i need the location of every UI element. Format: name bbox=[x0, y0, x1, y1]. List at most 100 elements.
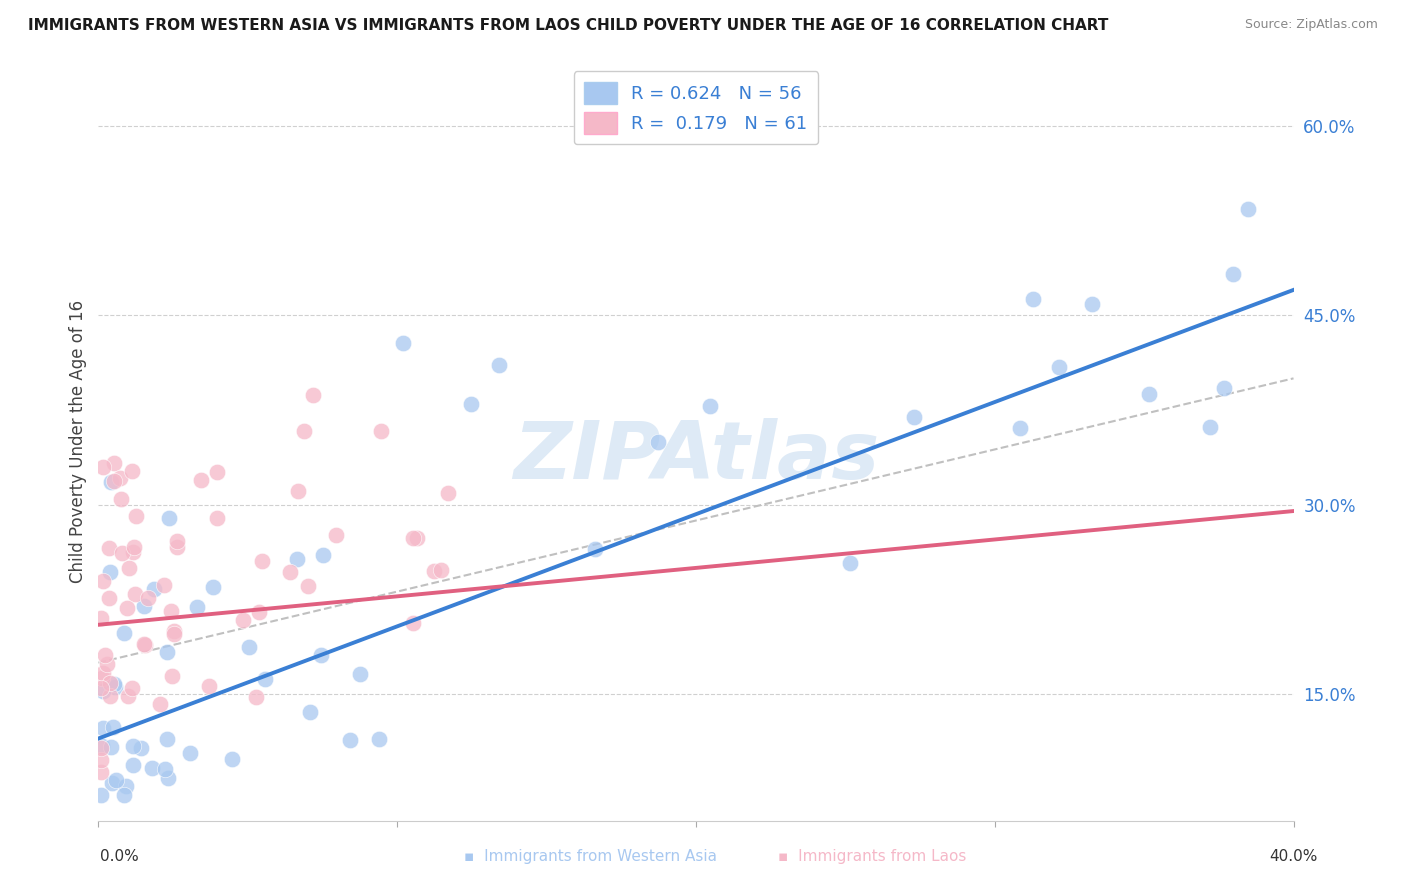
Point bbox=[198, 679, 221, 693]
Point bbox=[1199, 420, 1222, 434]
Point bbox=[179, 746, 201, 760]
Point bbox=[90, 741, 112, 756]
Point bbox=[157, 772, 180, 786]
Point bbox=[1081, 297, 1104, 311]
Point bbox=[391, 336, 413, 351]
Point bbox=[111, 546, 134, 560]
Point bbox=[122, 757, 145, 772]
Text: 40.0%: 40.0% bbox=[1270, 849, 1317, 863]
Point bbox=[112, 625, 135, 640]
Point bbox=[460, 397, 482, 411]
Point bbox=[156, 731, 179, 746]
Point bbox=[247, 605, 270, 619]
Point bbox=[903, 409, 925, 424]
Point bbox=[1008, 420, 1031, 434]
Point bbox=[339, 732, 361, 747]
Point bbox=[162, 669, 184, 683]
Point bbox=[141, 761, 163, 775]
Point bbox=[125, 508, 148, 523]
Point bbox=[647, 435, 669, 450]
Point bbox=[157, 511, 180, 525]
Point bbox=[134, 637, 156, 651]
Text: Source: ZipAtlas.com: Source: ZipAtlas.com bbox=[1244, 18, 1378, 31]
Text: ▪  Immigrants from Laos: ▪ Immigrants from Laos bbox=[778, 849, 966, 863]
Point bbox=[162, 624, 184, 638]
Point bbox=[103, 720, 125, 734]
Point bbox=[583, 541, 606, 556]
Point bbox=[232, 613, 254, 627]
Point bbox=[349, 667, 371, 681]
Point bbox=[100, 739, 122, 754]
Point bbox=[90, 789, 112, 803]
Point bbox=[124, 587, 146, 601]
Point bbox=[122, 545, 145, 559]
Point bbox=[98, 591, 121, 606]
Point bbox=[186, 599, 208, 614]
Point bbox=[121, 464, 143, 478]
Point bbox=[132, 599, 155, 613]
Point bbox=[406, 531, 429, 545]
Point bbox=[370, 425, 392, 439]
Point bbox=[294, 424, 316, 438]
Point bbox=[98, 541, 121, 555]
Text: IMMIGRANTS FROM WESTERN ASIA VS IMMIGRANTS FROM LAOS CHILD POVERTY UNDER THE AGE: IMMIGRANTS FROM WESTERN ASIA VS IMMIGRAN… bbox=[28, 18, 1108, 33]
Point bbox=[1047, 359, 1070, 374]
Point bbox=[302, 388, 325, 402]
Point bbox=[121, 681, 143, 696]
Point bbox=[90, 765, 112, 780]
Point bbox=[287, 551, 309, 566]
Point bbox=[117, 600, 139, 615]
Point bbox=[138, 591, 160, 606]
Point bbox=[245, 690, 267, 705]
Point bbox=[91, 666, 114, 681]
Point bbox=[100, 676, 122, 690]
Legend: R = 0.624   N = 56, R =  0.179   N = 61: R = 0.624 N = 56, R = 0.179 N = 61 bbox=[574, 71, 818, 145]
Point bbox=[108, 471, 131, 485]
Point bbox=[297, 579, 319, 593]
Point bbox=[423, 564, 446, 578]
Point bbox=[90, 681, 112, 695]
Point bbox=[238, 640, 260, 655]
Point bbox=[91, 739, 114, 754]
Point bbox=[114, 779, 136, 793]
Text: 0.0%: 0.0% bbox=[100, 849, 139, 863]
Point bbox=[699, 399, 721, 413]
Point bbox=[117, 689, 139, 703]
Point bbox=[437, 486, 460, 500]
Point bbox=[103, 677, 125, 691]
Point bbox=[143, 582, 166, 596]
Point bbox=[312, 548, 335, 562]
Point bbox=[278, 565, 301, 579]
Point bbox=[104, 681, 127, 695]
Point bbox=[254, 672, 277, 686]
Point bbox=[402, 531, 425, 545]
Point bbox=[1222, 268, 1244, 282]
Point bbox=[368, 731, 391, 746]
Point bbox=[91, 684, 114, 698]
Point bbox=[1237, 202, 1260, 216]
Point bbox=[98, 689, 121, 703]
Point bbox=[93, 721, 115, 735]
Point bbox=[121, 739, 143, 753]
Point bbox=[100, 475, 122, 489]
Point bbox=[105, 773, 128, 788]
Point bbox=[401, 615, 423, 630]
Point bbox=[488, 358, 510, 372]
Point bbox=[90, 753, 112, 767]
Point bbox=[1213, 381, 1236, 395]
Point bbox=[124, 540, 146, 554]
Point bbox=[166, 541, 188, 555]
Point bbox=[103, 456, 125, 470]
Point bbox=[153, 578, 176, 592]
Point bbox=[110, 492, 132, 507]
Point bbox=[91, 574, 114, 588]
Point bbox=[112, 789, 135, 803]
Point bbox=[202, 580, 225, 594]
Point bbox=[91, 460, 114, 475]
Point bbox=[221, 752, 243, 766]
Point bbox=[149, 697, 172, 711]
Point bbox=[250, 554, 273, 568]
Point bbox=[166, 534, 188, 549]
Point bbox=[129, 741, 152, 756]
Point bbox=[429, 563, 451, 577]
